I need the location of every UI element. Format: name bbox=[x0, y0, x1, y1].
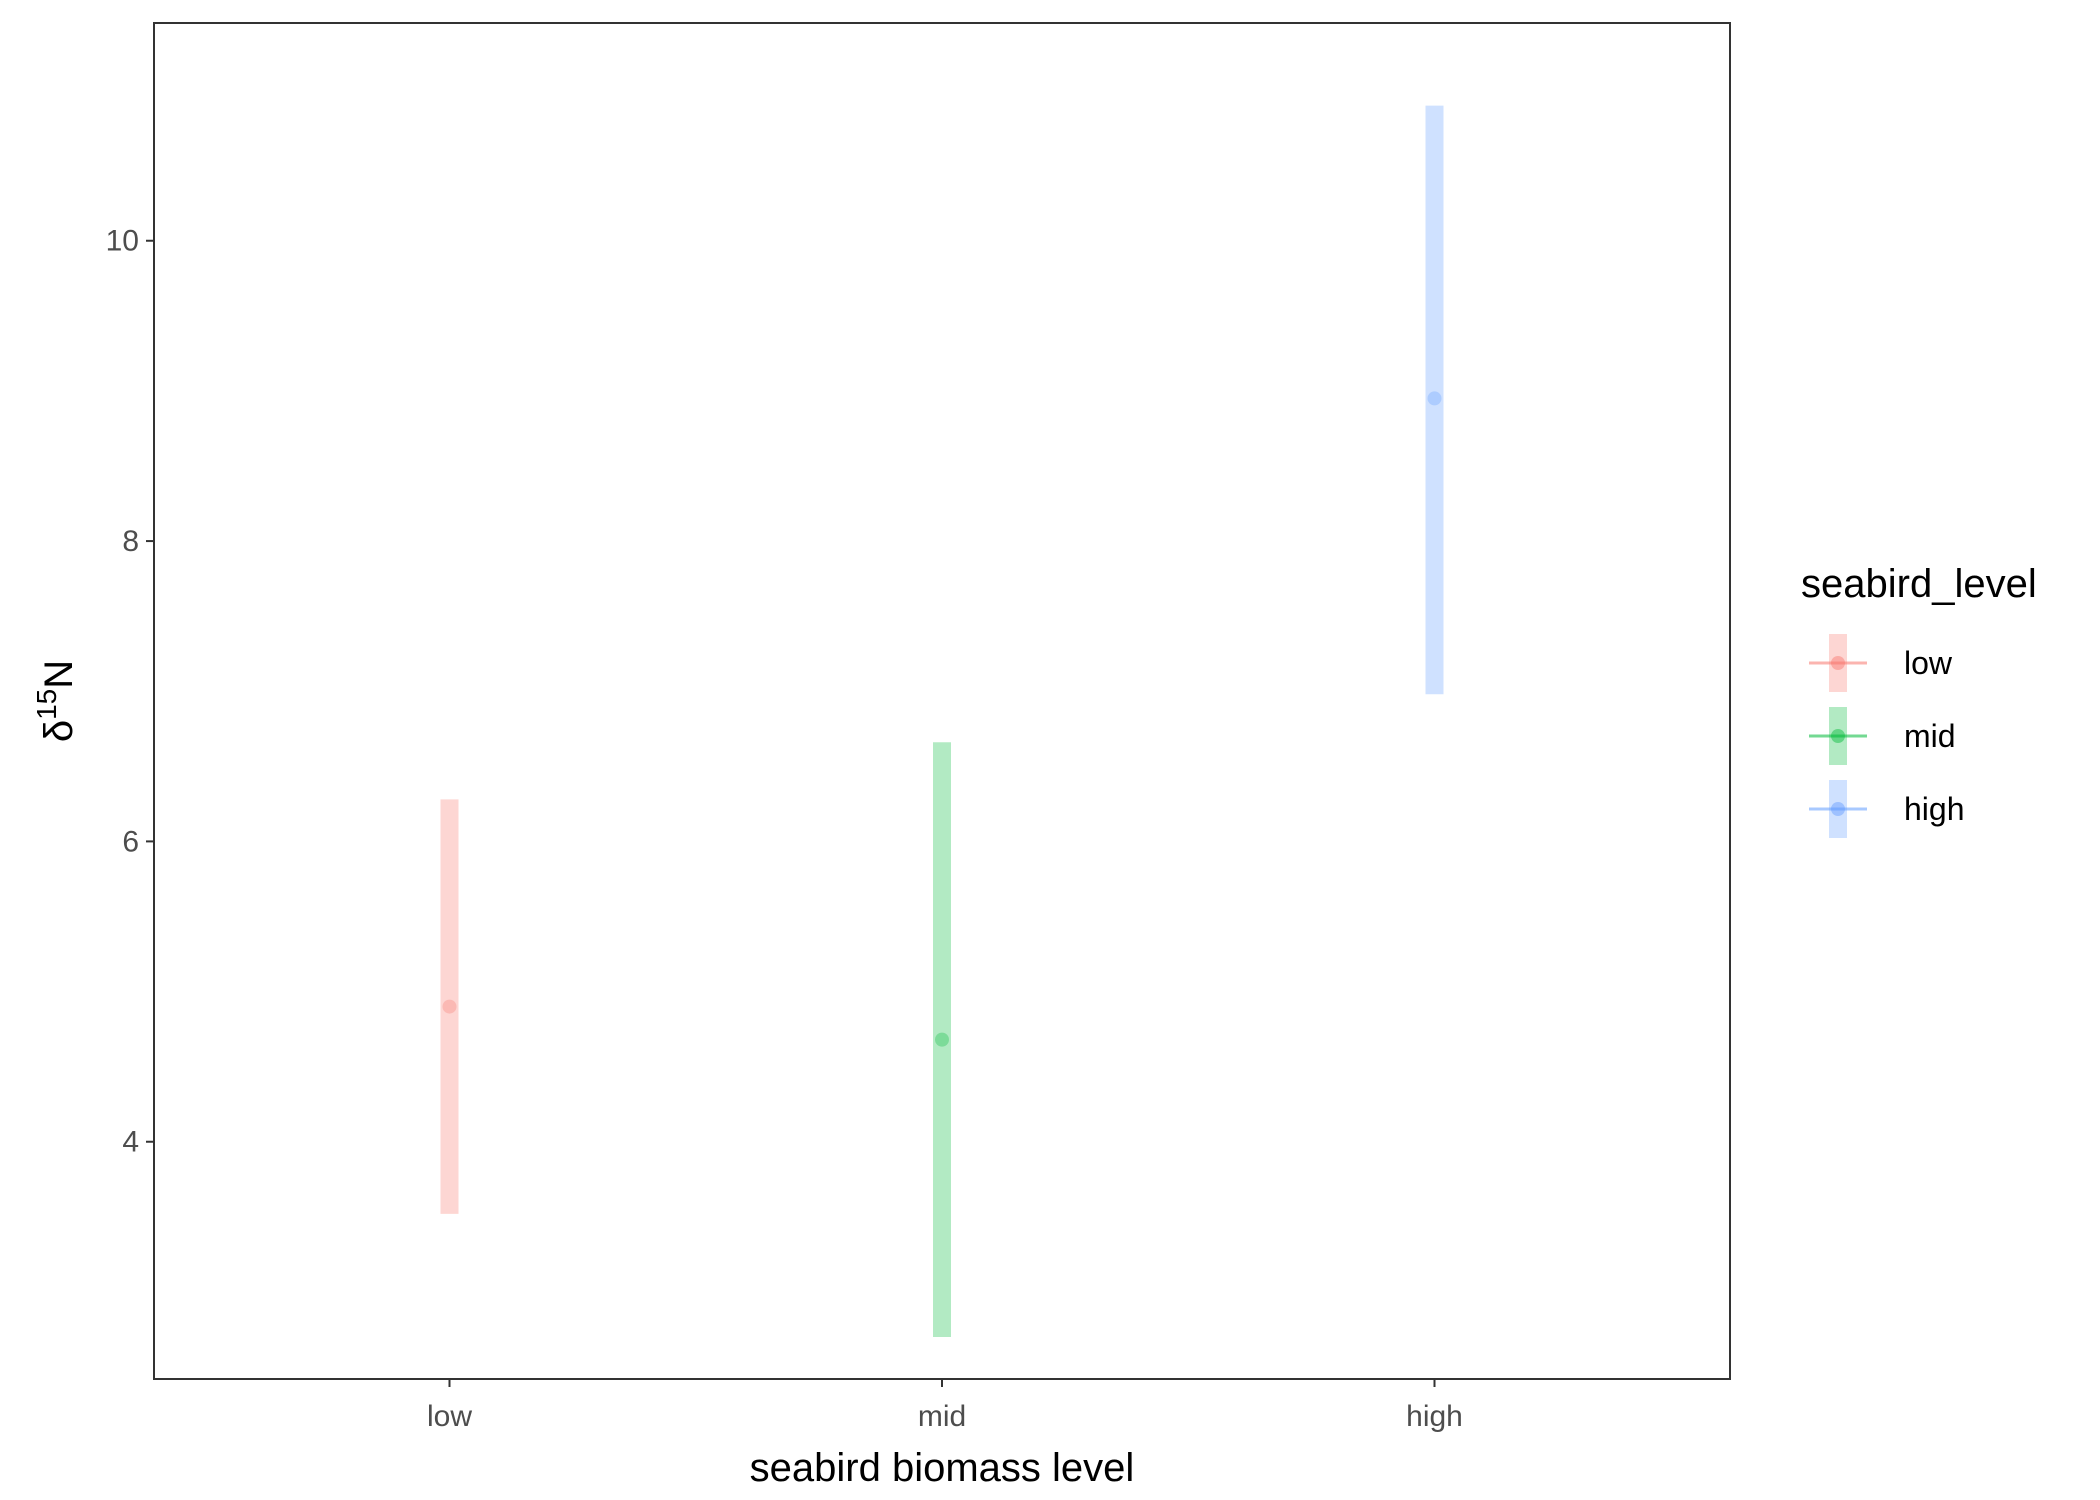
legend-label-high: high bbox=[1904, 791, 1965, 827]
x-tick-label: high bbox=[1406, 1400, 1463, 1433]
x-axis: low mid high bbox=[427, 1379, 1463, 1433]
y-tick-label: 4 bbox=[122, 1126, 139, 1159]
y-axis-title-superscript: 15 bbox=[31, 689, 62, 720]
y-tick-label: 10 bbox=[106, 225, 139, 258]
y-axis-title-symbol: δ bbox=[37, 720, 81, 742]
legend-key-point bbox=[1831, 729, 1845, 743]
point-mid bbox=[935, 1032, 949, 1047]
legend-key-high: high bbox=[1809, 780, 1965, 838]
x-tick-label: mid bbox=[918, 1400, 966, 1433]
y-axis-title-element: N bbox=[37, 660, 81, 689]
point-low bbox=[442, 999, 457, 1014]
y-axis-title: δ15N bbox=[31, 660, 81, 742]
x-tick-label: low bbox=[427, 1400, 472, 1433]
legend-title: seabird_level bbox=[1801, 562, 2037, 606]
legend-key-low: low bbox=[1809, 634, 1953, 692]
x-axis-title: seabird biomass level bbox=[750, 1446, 1135, 1490]
y-tick-label: 6 bbox=[122, 825, 139, 858]
y-tick-label: 8 bbox=[122, 525, 139, 558]
legend-key-point bbox=[1831, 656, 1845, 670]
legend-key-point bbox=[1831, 802, 1845, 816]
y-axis: 4 6 8 10 bbox=[106, 225, 154, 1159]
legend-label-mid: mid bbox=[1904, 718, 1956, 754]
data-marks bbox=[440, 105, 1444, 1337]
legend: seabird_level low mid high bbox=[1801, 562, 2037, 838]
legend-label-low: low bbox=[1904, 645, 1953, 681]
panel-background bbox=[154, 23, 1730, 1379]
point-high bbox=[1427, 391, 1442, 406]
legend-key-mid: mid bbox=[1809, 707, 1956, 765]
